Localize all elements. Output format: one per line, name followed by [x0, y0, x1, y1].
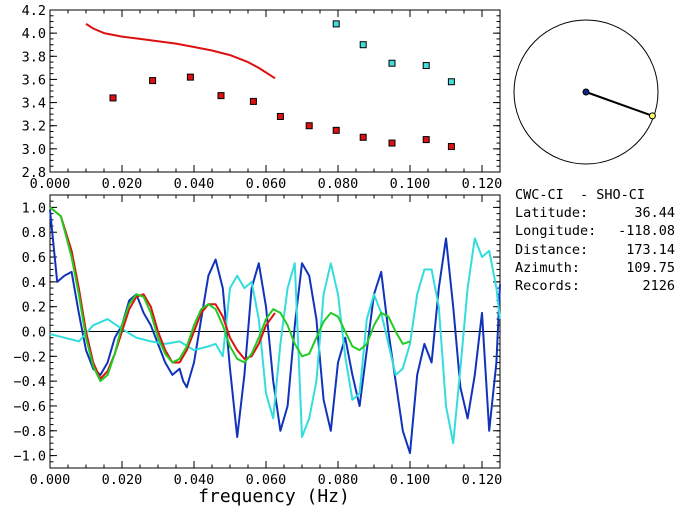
top-y-tick-label: 4.2	[22, 3, 46, 19]
top-series-1-point	[388, 139, 396, 147]
top-series-1-point	[186, 73, 194, 81]
bottom-series-3-line	[49, 206, 411, 383]
latitude-value: 36.44	[634, 205, 675, 222]
remote-station-marker	[648, 112, 656, 120]
bottom-y-tick-label: 0.0	[22, 325, 46, 341]
records-row: Records: 2126	[515, 277, 675, 295]
top-series-1-point	[305, 122, 313, 130]
latitude-row: Latitude: 36.44	[515, 204, 675, 222]
bottom-y-tick-label: −0.2	[13, 349, 46, 365]
top-series-1-point	[276, 112, 284, 120]
top-x-tick-label: 0.060	[246, 176, 287, 192]
top-series-1-point	[359, 133, 367, 141]
bottom-x-tick-label: 0.040	[174, 472, 215, 488]
top-series-2-point	[422, 62, 430, 70]
bottom-x-tick-label: 0.060	[246, 472, 287, 488]
bottom-y-tick-label: 0.2	[22, 300, 46, 316]
bottom-x-tick-label: 0.100	[390, 472, 431, 488]
bottom-y-tick-label: −0.4	[13, 374, 46, 390]
top-x-tick-label: 0.020	[102, 176, 143, 192]
top-frame	[49, 9, 501, 173]
records-label: Records:	[515, 278, 581, 295]
top-y-tick-label: 3.0	[22, 142, 46, 158]
bottom-y-tick-label: 0.6	[22, 250, 46, 266]
distance-label: Distance:	[515, 241, 589, 258]
top-x-tick-label: 0.120	[462, 176, 503, 192]
bottom-x-tick-label: 0.000	[30, 472, 71, 488]
top-series-0-line	[85, 23, 276, 80]
center-station-marker	[582, 88, 590, 96]
top-series-1-point	[422, 136, 430, 144]
longitude-value: -118.08	[618, 223, 675, 240]
bottom-x-tick-label: 0.120	[462, 472, 503, 488]
top-series-1-point	[109, 94, 117, 102]
top-x-tick-label: 0.100	[390, 176, 431, 192]
station-info-panel: CWC-CI - SHO-CI Latitude: 36.44 Longitude…	[515, 186, 675, 295]
top-series-1-point	[332, 126, 340, 134]
longitude-row: Longitude: -118.08	[515, 222, 675, 240]
correlation-plot: 0.000 0.020 0.040 0.060 0.080 0.100 0.120 −1.0 −…	[13, 194, 503, 488]
azimuth-map	[513, 19, 659, 165]
top-y-tick-label: 3.8	[22, 49, 46, 65]
azimuth-label: Azimuth:	[515, 259, 581, 276]
top-y-tick-label: 2.8	[22, 165, 46, 181]
distance-value: 173.14	[626, 241, 675, 258]
latitude-label: Latitude:	[515, 205, 589, 222]
bottom-y-tick-label: −1.0	[13, 449, 46, 465]
top-series-1-point	[447, 143, 455, 151]
records-value: 2126	[642, 278, 675, 295]
bottom-y-tick-label: 0.8	[22, 225, 46, 241]
top-series-2-point	[388, 59, 396, 67]
top-y-tick-label: 4.0	[22, 26, 46, 42]
top-y-tick-label: 3.6	[22, 72, 46, 88]
bottom-x-tick-label: 0.020	[102, 472, 143, 488]
azimuth-row: Azimuth: 109.75	[515, 259, 675, 277]
bottom-y-tick-label: 0.4	[22, 275, 46, 291]
top-x-tick-label: 0.040	[174, 176, 215, 192]
top-x-tick-label: 0.000	[30, 176, 71, 192]
top-series-1-point	[249, 97, 257, 105]
top-series-2-point	[332, 20, 340, 28]
longitude-label: Longitude:	[515, 223, 597, 240]
bottom-y-tick-label: −0.8	[13, 424, 46, 440]
map-boundary	[513, 19, 659, 165]
path-line	[585, 91, 653, 117]
station-pair-text: CWC-CI - SHO-CI	[515, 187, 646, 203]
x-axis-label: frequency (Hz)	[198, 486, 350, 507]
bottom-y-tick-label: 1.0	[22, 200, 46, 216]
top-series-2-point	[447, 78, 455, 86]
top-y-tick-label: 3.2	[22, 119, 46, 135]
bottom-series-1-line	[49, 237, 501, 445]
bottom-y-tick-label: −0.6	[13, 399, 46, 415]
top-series-1-point	[217, 92, 225, 100]
station-pair: CWC-CI - SHO-CI	[515, 186, 675, 204]
azimuth-value: 109.75	[626, 259, 675, 276]
top-series-1-point	[149, 77, 157, 85]
bottom-x-tick-label: 0.080	[318, 472, 359, 488]
top-series-2-point	[359, 41, 367, 49]
top-y-tick-label: 3.4	[22, 96, 46, 112]
distance-row: Distance: 173.14	[515, 241, 675, 259]
top-x-tick-label: 0.080	[318, 176, 359, 192]
dispersion-plot: 0.000 0.020 0.040 0.060 0.080 0.100 0.120 2.8 3.…	[22, 3, 503, 192]
